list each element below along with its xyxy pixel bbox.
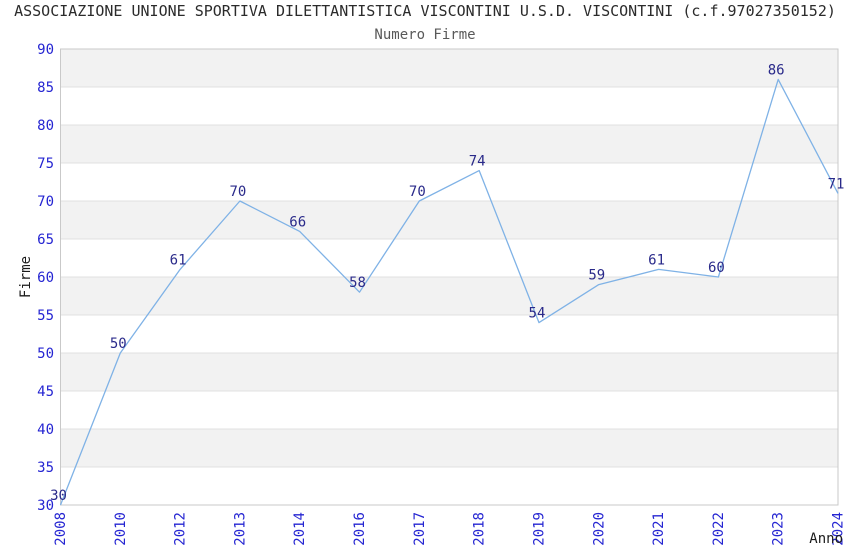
plot-band — [60, 429, 838, 467]
data-point-label: 60 — [708, 260, 725, 276]
data-point-label: 86 — [768, 62, 785, 78]
data-point-label: 71 — [828, 176, 845, 192]
chart-subtitle: Numero Firme — [374, 27, 476, 43]
data-point-label: 61 — [170, 252, 187, 268]
data-point-label: 70 — [229, 184, 246, 200]
y-tick-label: 75 — [37, 156, 54, 172]
data-point-label: 54 — [529, 306, 546, 322]
y-axis-title: Firme — [18, 256, 34, 298]
x-tick-label: 2021 — [651, 512, 667, 546]
x-tick-label: 2013 — [232, 512, 248, 546]
x-tick-label: 2022 — [711, 512, 727, 546]
x-tick-label: 2024 — [831, 512, 847, 546]
data-point-label: 61 — [648, 252, 665, 268]
y-tick-label: 85 — [37, 80, 54, 96]
data-point-label: 30 — [50, 488, 67, 504]
series-line — [59, 78, 839, 506]
y-tick-label: 45 — [37, 384, 54, 400]
plot-band — [60, 125, 838, 163]
x-tick-label: 2023 — [771, 512, 787, 546]
x-tick-label: 2010 — [113, 512, 129, 546]
x-tick-label: 2019 — [531, 512, 547, 546]
data-point-label: 59 — [588, 268, 605, 284]
data-point-label: 74 — [469, 154, 486, 170]
plot-band — [60, 201, 838, 239]
x-tick-label: 2016 — [352, 512, 368, 546]
y-tick-label: 80 — [37, 118, 54, 134]
data-point-label: 70 — [409, 184, 426, 200]
y-tick-label: 50 — [37, 346, 54, 362]
x-tick-label: 2014 — [292, 512, 308, 546]
y-tick-label: 90 — [37, 42, 54, 58]
x-axis-title: Anno — [809, 531, 843, 547]
chart-title: ASSOCIAZIONE UNIONE SPORTIVA DILETTANTIS… — [14, 2, 836, 20]
plot-band — [60, 49, 838, 87]
plot-band — [60, 277, 838, 315]
y-tick-label: 30 — [37, 498, 54, 514]
y-tick-label: 65 — [37, 232, 54, 248]
y-tick-label: 60 — [37, 270, 54, 286]
x-tick-label: 2020 — [591, 512, 607, 546]
y-tick-label: 55 — [37, 308, 54, 324]
plot-border — [60, 48, 839, 506]
data-point-label: 58 — [349, 275, 366, 291]
data-point-label: 50 — [110, 336, 127, 352]
y-tick-label: 40 — [37, 422, 54, 438]
x-tick-label: 2017 — [412, 512, 428, 546]
x-tick-label: 2018 — [472, 512, 488, 546]
plot-band — [60, 353, 838, 391]
data-point-label: 66 — [289, 214, 306, 230]
y-tick-label: 70 — [37, 194, 54, 210]
x-tick-label: 2012 — [173, 512, 189, 546]
x-tick-label: 2008 — [53, 512, 69, 546]
y-tick-label: 35 — [37, 460, 54, 476]
